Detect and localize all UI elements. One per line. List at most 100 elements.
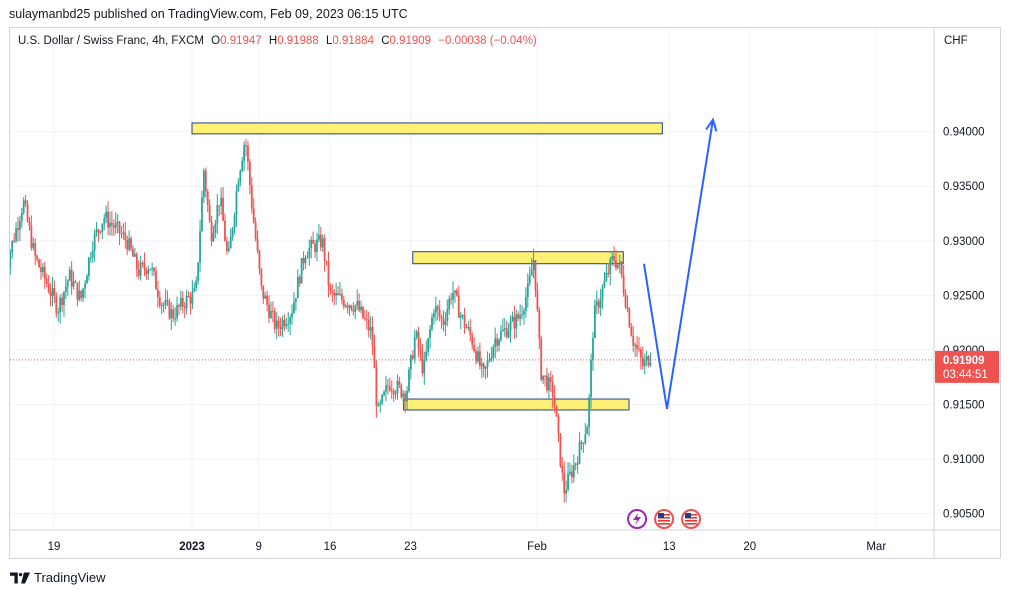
candle-body: [189, 296, 192, 304]
candle-body: [634, 344, 637, 346]
candle-body: [592, 337, 594, 361]
candle-body: [582, 443, 585, 445]
candle-body: [176, 305, 178, 319]
candle-body: [352, 309, 355, 312]
candle-body: [423, 359, 426, 374]
candle-body: [107, 211, 109, 228]
candle-body: [567, 473, 569, 491]
candle-body: [304, 258, 307, 264]
candle-body: [392, 390, 395, 395]
candle-body: [237, 182, 240, 191]
candle-body: [300, 258, 303, 284]
time-tick-label: 13: [663, 541, 676, 553]
candle-body: [503, 328, 506, 330]
candle-body: [365, 318, 368, 320]
candle-body: [490, 357, 493, 360]
candle-body: [22, 200, 25, 213]
candle-body: [258, 250, 261, 269]
candle-body: [155, 271, 157, 290]
lightning-icon-bolt: [633, 513, 642, 525]
candle-body: [32, 243, 35, 248]
candle-body: [268, 304, 270, 318]
candle-body: [584, 434, 587, 444]
flag-icon-ring: [681, 509, 702, 529]
event-markers: [627, 509, 702, 529]
candle-body: [214, 223, 217, 233]
candle-body: [404, 393, 407, 402]
candle-body: [471, 335, 474, 345]
candle-body: [319, 234, 322, 248]
candle-body: [534, 260, 537, 291]
candle-body: [515, 314, 518, 329]
candle-body: [549, 377, 552, 382]
candle-body: [369, 327, 372, 331]
candle-body: [599, 299, 602, 308]
candle-body: [578, 441, 581, 464]
time-tick-label: 19: [48, 541, 61, 553]
candle-body: [607, 272, 610, 274]
candle-body: [289, 317, 292, 324]
flag-stripe: [685, 520, 698, 522]
candle-body: [605, 272, 608, 281]
candle-body: [394, 393, 397, 395]
candle-body: [55, 296, 58, 314]
candle-body: [463, 315, 466, 328]
candle-body: [331, 290, 334, 293]
candle-body: [130, 238, 132, 249]
candle-body: [308, 247, 311, 258]
candle-body: [239, 170, 242, 183]
close-value: 0.91909: [389, 35, 432, 47]
candle-body: [636, 344, 638, 349]
price-chart[interactable]: 0.905000.910000.915000.920000.925000.930…: [10, 28, 1000, 558]
chart-frame: [9, 27, 1001, 559]
candle-body: [329, 285, 332, 291]
lightning-icon: [627, 509, 648, 529]
candle-body: [488, 359, 491, 361]
candle-body: [206, 191, 209, 206]
candle-body: [126, 240, 129, 250]
candle-body: [574, 463, 577, 466]
candle-body: [57, 312, 60, 314]
symbol-title[interactable]: U.S. Dollar / Swiss Franc, 4h, FXCM: [18, 35, 204, 47]
candle-body: [624, 293, 627, 308]
candle-body: [325, 260, 328, 262]
candle-body: [91, 250, 94, 258]
candle-body: [187, 295, 190, 297]
candle-body: [442, 318, 445, 325]
candle-body: [287, 323, 290, 325]
candle-body: [66, 280, 69, 287]
candle-body: [24, 200, 27, 205]
candle-body: [450, 298, 453, 300]
candle-body: [542, 375, 545, 380]
time-tick-label: 2023: [179, 541, 205, 553]
candle-body: [386, 385, 389, 387]
candle-body: [572, 465, 575, 478]
candle-body: [377, 404, 380, 407]
flag-canton: [658, 513, 665, 518]
projection-arrow-line: [642, 119, 714, 410]
candle-body: [519, 315, 522, 319]
low-value: 0.91884: [332, 35, 374, 47]
candle-body: [264, 295, 267, 299]
candle-body: [170, 309, 173, 319]
candle-body: [480, 363, 483, 367]
candle-body: [639, 349, 642, 358]
footer-brand[interactable]: TradingView: [10, 570, 106, 585]
candle-body: [641, 357, 644, 366]
candle-body: [247, 145, 249, 162]
candle-body: [408, 369, 410, 392]
candle-body: [569, 471, 571, 474]
candle-body: [455, 290, 458, 296]
candle-body: [109, 222, 111, 228]
candle-body: [271, 310, 274, 312]
candle-body: [122, 232, 125, 234]
candle-body: [446, 309, 449, 322]
candle-body: [277, 320, 280, 328]
candle-body: [270, 310, 272, 318]
candle-body: [273, 311, 276, 329]
candle-body: [68, 269, 71, 281]
candle-body: [406, 391, 408, 402]
candle-body: [595, 301, 598, 306]
candle-body: [120, 233, 123, 235]
candle-body: [638, 348, 640, 350]
